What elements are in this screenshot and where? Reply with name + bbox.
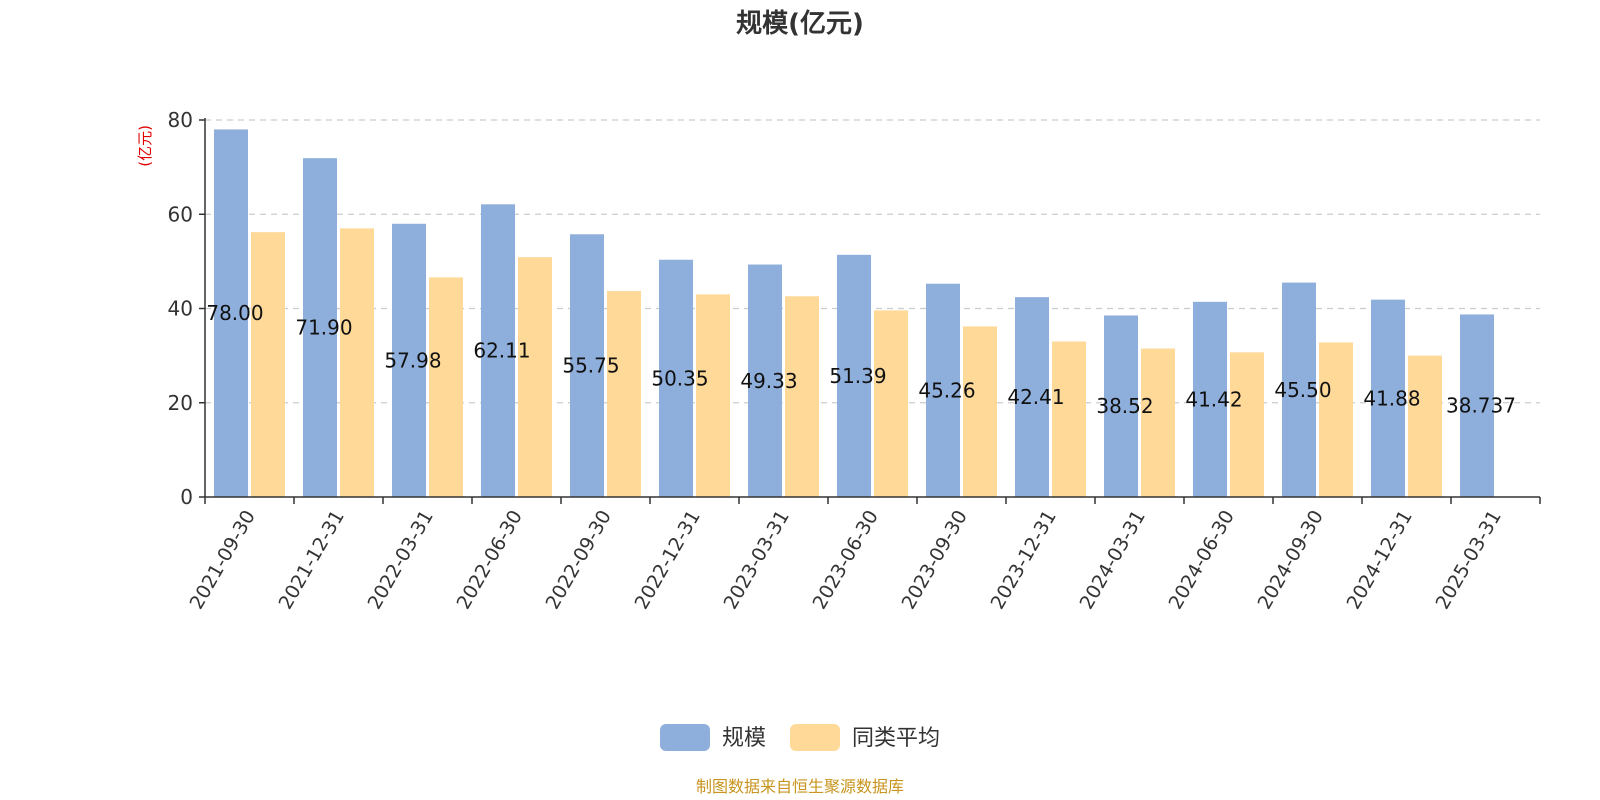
data-label: 45.26 (918, 378, 975, 402)
bar-同类平均 (607, 291, 641, 497)
gridlines (205, 119, 1540, 404)
x-tick-label: 2023-09-30 (898, 507, 972, 614)
data-label: 78.00 (206, 301, 263, 325)
chart-title: 规模(亿元) (736, 9, 864, 39)
data-label: 38.737 (1446, 394, 1516, 418)
data-label: 62.11 (473, 339, 530, 363)
data-label: 41.42 (1185, 387, 1242, 411)
bar-同类平均 (1408, 355, 1442, 497)
bar-规模 (837, 254, 871, 497)
bar-同类平均 (1141, 348, 1175, 497)
bar-规模 (748, 264, 782, 497)
data-label: 42.41 (1007, 385, 1064, 409)
y-tick-label: 0 (180, 485, 193, 509)
x-tick-label: 2022-09-30 (542, 507, 616, 614)
bar-规模 (481, 204, 515, 497)
bar-同类平均 (340, 228, 374, 497)
data-label: 38.52 (1096, 394, 1153, 418)
x-tick-label: 2021-12-31 (275, 507, 349, 614)
bar-同类平均 (1319, 342, 1353, 497)
x-tick-label: 2023-12-31 (987, 507, 1061, 614)
bar-同类平均 (1230, 352, 1264, 497)
bar-规模 (570, 234, 604, 497)
data-label: 55.75 (562, 354, 619, 378)
legend: 规模 同类平均 (660, 724, 940, 751)
data-labels: 78.00 71.90 57.98 62.11 55.75 50.35 49.33 51.39… (206, 301, 1516, 418)
legend-label: 同类平均 (852, 726, 940, 751)
bar-同类平均 (429, 277, 463, 497)
legend-swatch (660, 724, 710, 751)
bar-规模 (303, 158, 337, 497)
x-tick-label: 2024-03-31 (1076, 507, 1150, 614)
bar-规模 (214, 129, 248, 498)
x-tick-label: 2023-03-31 (720, 507, 794, 614)
bar-规模 (1104, 315, 1138, 497)
y-tick-label: 60 (168, 202, 193, 226)
x-tick-label: 2024-09-30 (1254, 507, 1328, 614)
bar-同类平均 (1052, 341, 1086, 497)
bar-规模 (1015, 297, 1049, 497)
bar-同类平均 (963, 326, 997, 497)
y-axis-unit-label: (亿元) (136, 125, 154, 167)
legend-label: 规模 (722, 726, 766, 751)
y-tick-label: 20 (168, 391, 193, 415)
y-tick-label: 80 (168, 108, 193, 132)
x-tick-label: 2022-03-31 (364, 507, 438, 614)
bar-同类平均 (518, 257, 552, 497)
data-label: 41.88 (1363, 386, 1420, 410)
data-label: 50.35 (651, 366, 708, 390)
x-tick-label: 2024-06-30 (1165, 507, 1239, 614)
bar-规模 (1460, 314, 1494, 497)
data-label: 57.98 (384, 348, 441, 372)
y-tick-label: 40 (168, 297, 193, 321)
bar-规模 (392, 223, 426, 497)
x-tick-label: 2022-12-31 (631, 507, 705, 614)
data-source-note: 制图数据来自恒生聚源数据库 (696, 777, 904, 796)
bar-同类平均 (251, 232, 285, 497)
x-tick-label: 2022-06-30 (453, 507, 527, 614)
bar-规模 (926, 283, 960, 497)
x-tick-label: 2021-09-30 (186, 507, 260, 614)
x-tick-label: 2025-03-31 (1432, 507, 1506, 614)
bar-规模 (1371, 299, 1405, 497)
bar-同类平均 (874, 310, 908, 497)
bar-规模 (659, 259, 693, 497)
x-tick-label: 2023-06-30 (809, 507, 883, 614)
bar-同类平均 (785, 296, 819, 497)
data-label: 49.33 (740, 369, 797, 393)
x-tick-label: 2024-12-31 (1343, 507, 1417, 614)
legend-swatch (790, 724, 840, 751)
data-label: 51.39 (829, 364, 886, 388)
bars (214, 129, 1494, 498)
data-label: 71.90 (295, 316, 352, 340)
bar-规模 (1193, 301, 1227, 497)
bar-规模 (1282, 282, 1316, 497)
data-label: 45.50 (1274, 378, 1331, 402)
bar-同类平均 (696, 294, 730, 497)
